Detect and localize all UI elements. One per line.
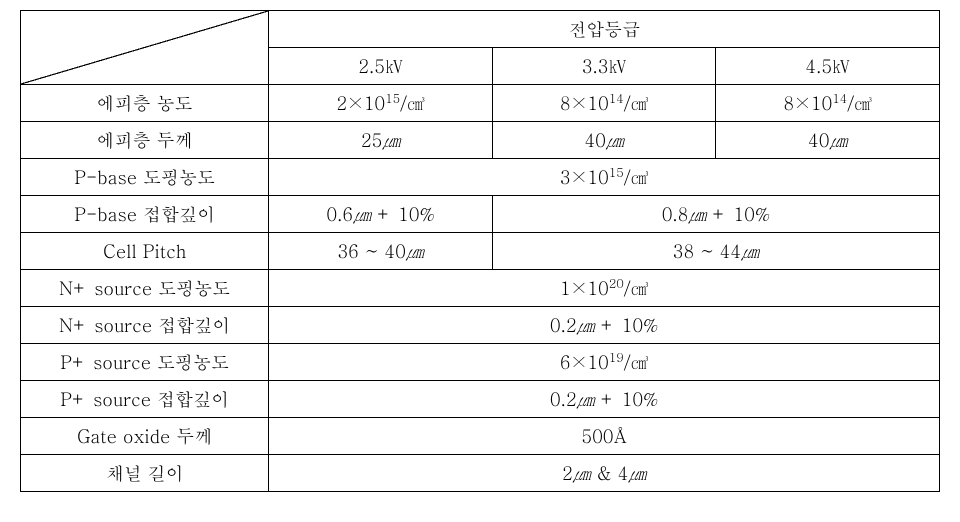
param-cell: N+ source 도핑농도	[21, 270, 269, 307]
value-cell: 2×1015/㎤	[269, 85, 493, 122]
value-cell: 8×1014/㎤	[716, 85, 940, 122]
value-cell: 500Å	[269, 418, 940, 455]
table-row: P+ source 도핑농도6×1019/㎤	[21, 344, 940, 381]
table-row: 에피층 농도2×1015/㎤8×1014/㎤8×1014/㎤	[21, 85, 940, 122]
voltage-col-1: 3.3㎸	[492, 48, 716, 85]
param-cell: P+ source 도핑농도	[21, 344, 269, 381]
param-cell: 채널 길이	[21, 455, 269, 492]
value-cell: 0.2㎛ + 10%	[269, 307, 940, 344]
table-row: Cell Pitch36 ~ 40㎛38 ~ 44㎛	[21, 233, 940, 270]
param-cell: 에피층 두께	[21, 122, 269, 159]
table-row: P+ source 접합깊이0.2㎛ + 10%	[21, 381, 940, 418]
value-cell: 0.2㎛ + 10%	[269, 381, 940, 418]
value-cell: 40㎛	[492, 122, 716, 159]
value-cell: 0.8㎛ + 10%	[492, 196, 939, 233]
table-row: 에피층 두께25㎛40㎛40㎛	[21, 122, 940, 159]
value-cell: 38 ~ 44㎛	[492, 233, 939, 270]
table-body: 전압등급 2.5㎸ 3.3㎸ 4.5㎸ 에피층 농도2×1015/㎤8×1014…	[21, 11, 940, 492]
value-cell: 25㎛	[269, 122, 493, 159]
table-row: N+ source 접합깊이0.2㎛ + 10%	[21, 307, 940, 344]
param-cell: N+ source 접합깊이	[21, 307, 269, 344]
value-cell: 40㎛	[716, 122, 940, 159]
corner-cell	[21, 11, 269, 85]
value-cell: 36 ~ 40㎛	[269, 233, 493, 270]
param-cell: 에피층 농도	[21, 85, 269, 122]
voltage-col-2: 4.5㎸	[716, 48, 940, 85]
table-row: Gate oxide 두께500Å	[21, 418, 940, 455]
header-row-1: 전압등급	[21, 11, 940, 48]
param-cell: Cell Pitch	[21, 233, 269, 270]
value-cell: 3×1015/㎤	[269, 159, 940, 196]
value-cell: 2㎛ & 4㎛	[269, 455, 940, 492]
value-cell: 8×1014/㎤	[492, 85, 716, 122]
param-cell: Gate oxide 두께	[21, 418, 269, 455]
param-cell: P+ source 접합깊이	[21, 381, 269, 418]
param-cell: P-base 도핑농도	[21, 159, 269, 196]
table-row: N+ source 도핑농도1×1020/㎤	[21, 270, 940, 307]
spec-table: 전압등급 2.5㎸ 3.3㎸ 4.5㎸ 에피층 농도2×1015/㎤8×1014…	[20, 10, 940, 492]
table-row: P-base 접합깊이0.6㎛ + 10%0.8㎛ + 10%	[21, 196, 940, 233]
param-cell: P-base 접합깊이	[21, 196, 269, 233]
value-cell: 1×1020/㎤	[269, 270, 940, 307]
header-group: 전압등급	[269, 11, 940, 48]
voltage-col-0: 2.5㎸	[269, 48, 493, 85]
table-row: 채널 길이2㎛ & 4㎛	[21, 455, 940, 492]
table-row: P-base 도핑농도3×1015/㎤	[21, 159, 940, 196]
value-cell: 0.6㎛ + 10%	[269, 196, 493, 233]
table-container: 전압등급 2.5㎸ 3.3㎸ 4.5㎸ 에피층 농도2×1015/㎤8×1014…	[0, 0, 960, 522]
value-cell: 6×1019/㎤	[269, 344, 940, 381]
